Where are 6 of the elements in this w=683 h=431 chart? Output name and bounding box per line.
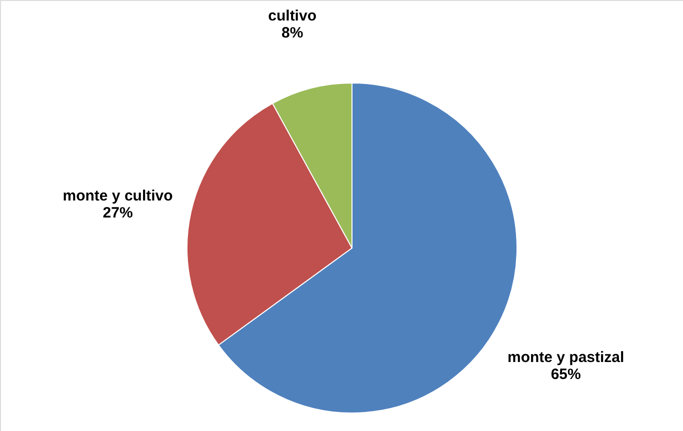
slice-label: cultivo <box>268 8 316 25</box>
slice-label: monte y pastizal <box>507 348 624 366</box>
data-label: 65% <box>550 366 581 383</box>
data-label: 27% <box>102 204 133 222</box>
data-label: 8% <box>281 24 304 42</box>
slice-label: monte y cultivo <box>62 188 173 205</box>
